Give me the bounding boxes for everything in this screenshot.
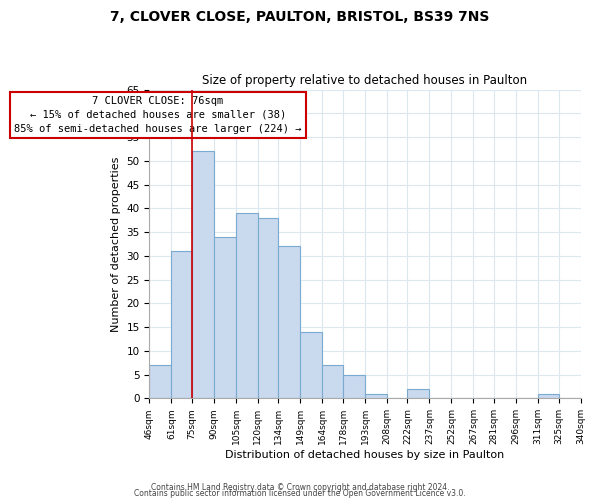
- X-axis label: Distribution of detached houses by size in Paulton: Distribution of detached houses by size …: [226, 450, 505, 460]
- Text: 7 CLOVER CLOSE: 76sqm
← 15% of detached houses are smaller (38)
85% of semi-deta: 7 CLOVER CLOSE: 76sqm ← 15% of detached …: [14, 96, 302, 134]
- Title: Size of property relative to detached houses in Paulton: Size of property relative to detached ho…: [202, 74, 527, 87]
- Bar: [192, 152, 214, 398]
- Bar: [149, 365, 172, 398]
- Bar: [236, 213, 258, 398]
- Bar: [407, 389, 430, 398]
- Text: 7, CLOVER CLOSE, PAULTON, BRISTOL, BS39 7NS: 7, CLOVER CLOSE, PAULTON, BRISTOL, BS39 …: [110, 10, 490, 24]
- Bar: [365, 394, 387, 398]
- Bar: [258, 218, 278, 398]
- Bar: [322, 365, 343, 398]
- Bar: [278, 246, 301, 398]
- Bar: [172, 251, 192, 398]
- Bar: [214, 237, 236, 398]
- Text: Contains public sector information licensed under the Open Government Licence v3: Contains public sector information licen…: [134, 490, 466, 498]
- Bar: [538, 394, 559, 398]
- Text: Contains HM Land Registry data © Crown copyright and database right 2024.: Contains HM Land Registry data © Crown c…: [151, 484, 449, 492]
- Bar: [301, 332, 322, 398]
- Y-axis label: Number of detached properties: Number of detached properties: [111, 156, 121, 332]
- Bar: [343, 374, 365, 398]
